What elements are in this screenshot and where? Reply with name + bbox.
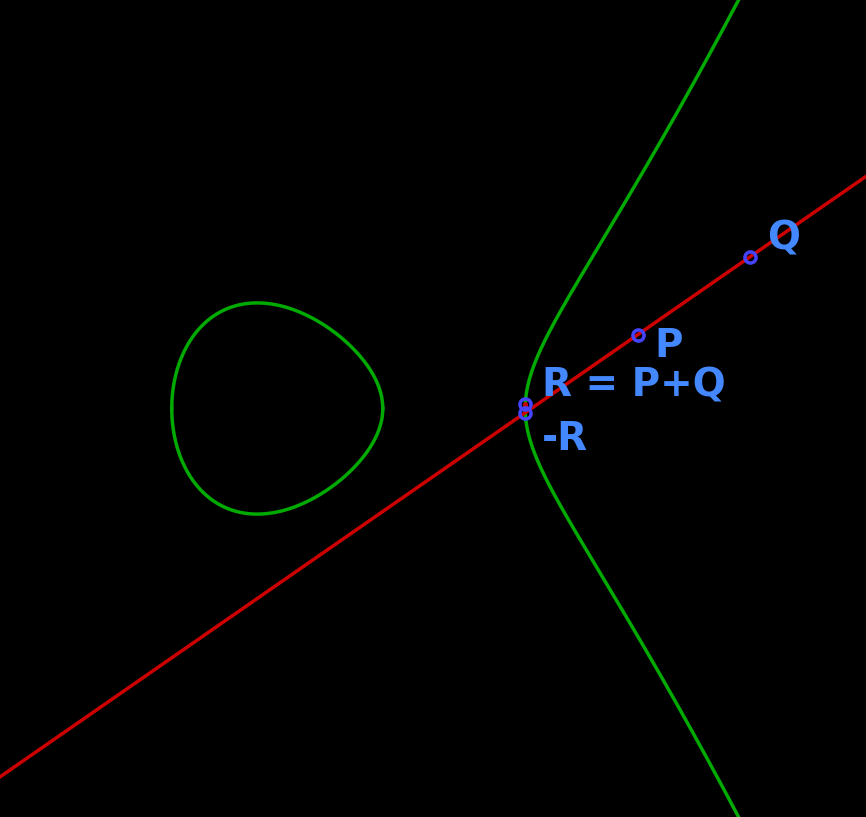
- Text: R = P+Q: R = P+Q: [542, 367, 726, 405]
- Text: P: P: [655, 327, 683, 365]
- Text: Q: Q: [767, 219, 800, 257]
- Text: -R: -R: [542, 420, 588, 458]
